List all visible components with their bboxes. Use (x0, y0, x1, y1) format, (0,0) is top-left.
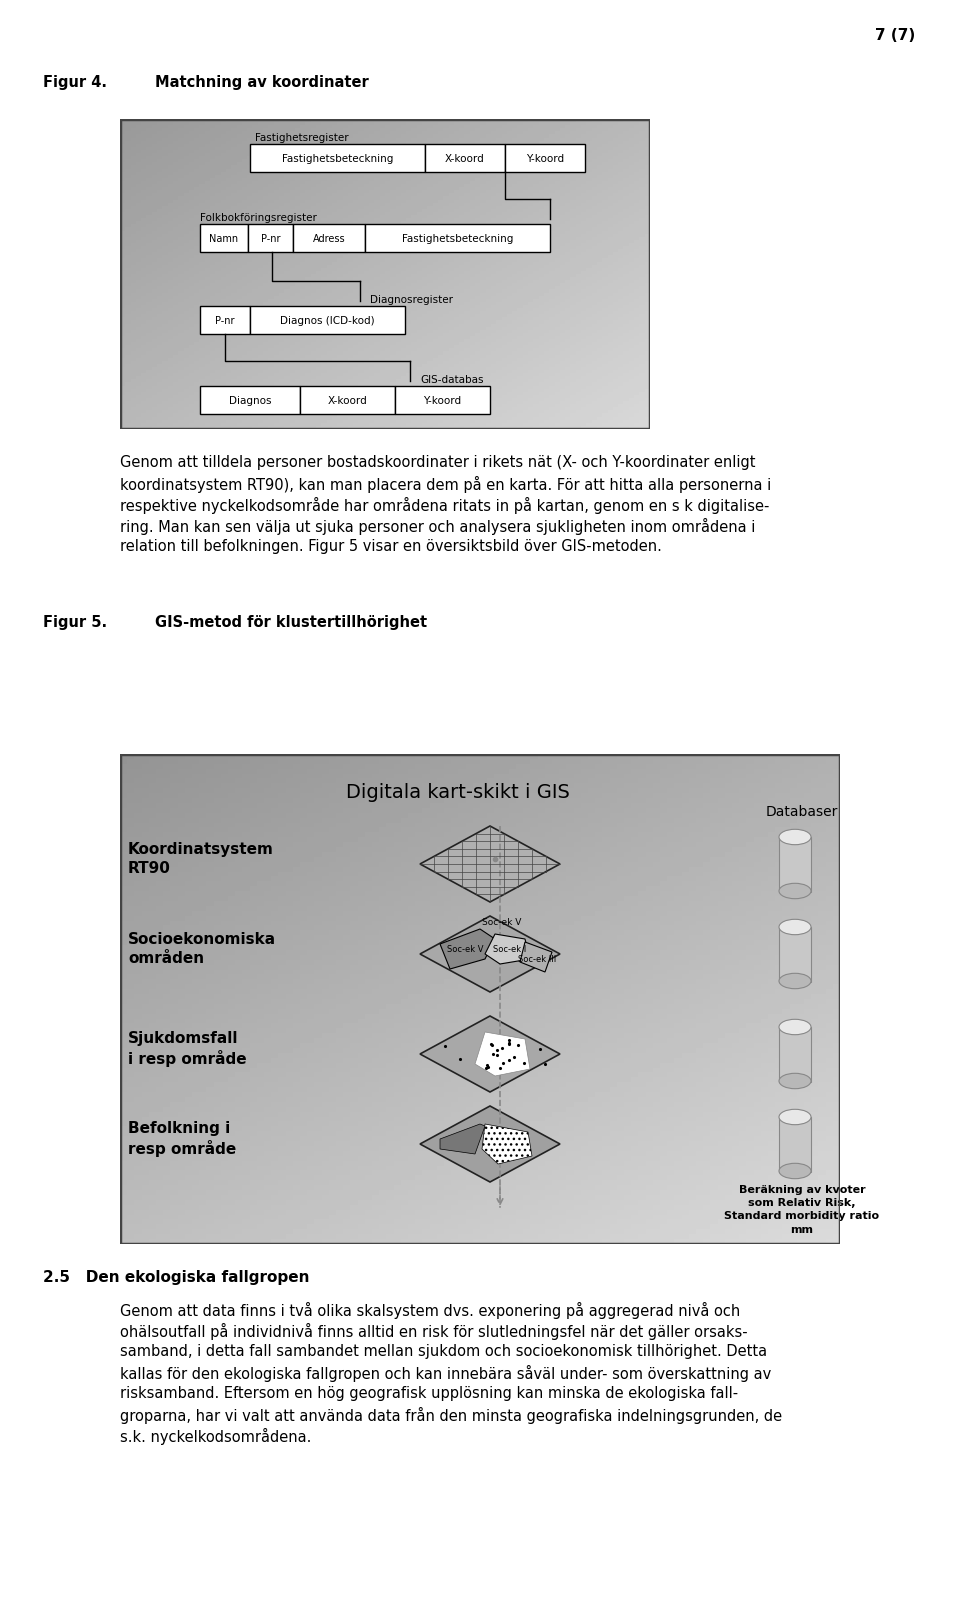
Polygon shape (420, 1106, 560, 1183)
Text: ring. Man kan sen välja ut sjuka personer och analysera sjukligheten inom område: ring. Man kan sen välja ut sjuka persone… (120, 517, 756, 535)
Polygon shape (520, 942, 552, 972)
Text: Genom att data finns i två olika skalsystem dvs. exponering på aggregerad nivå o: Genom att data finns i två olika skalsys… (120, 1302, 740, 1318)
Bar (293, 225, 365, 252)
Text: Sjukdomsfall
i resp område: Sjukdomsfall i resp område (128, 1030, 247, 1067)
Text: Namn: Namn (209, 235, 239, 244)
Text: Databaser: Databaser (766, 805, 838, 818)
Bar (779, 927, 811, 982)
Text: GIS-databas: GIS-databas (420, 374, 484, 384)
Text: risksamband. Eftersom en hög geografisk upplösning kan minska de ekologiska fall: risksamband. Eftersom en hög geografisk … (120, 1385, 738, 1400)
Polygon shape (420, 916, 560, 993)
Text: kallas för den ekologiska fallgropen och kan innebära såväl under- som överskatt: kallas för den ekologiska fallgropen och… (120, 1364, 771, 1380)
Bar (365, 225, 550, 252)
Text: 2.5   Den ekologiska fallgropen: 2.5 Den ekologiska fallgropen (43, 1270, 309, 1284)
Polygon shape (440, 1125, 485, 1154)
Ellipse shape (779, 919, 811, 935)
Bar (425, 145, 505, 174)
Polygon shape (420, 1016, 560, 1093)
Bar (395, 387, 490, 415)
Text: Beräkning av kvoter
som Relativ Risk,
Standard morbidity ratio
mm: Beräkning av kvoter som Relativ Risk, St… (725, 1184, 879, 1234)
Text: Diagnos: Diagnos (228, 395, 272, 405)
Polygon shape (485, 934, 530, 964)
Text: P-nr: P-nr (215, 317, 235, 326)
Ellipse shape (779, 829, 811, 845)
Text: X-koord: X-koord (327, 395, 368, 405)
Text: Digitala kart-skikt i GIS: Digitala kart-skikt i GIS (347, 783, 570, 802)
Text: Soc-ek I: Soc-ek I (493, 945, 527, 955)
Bar (779, 837, 811, 892)
Text: Figur 4.: Figur 4. (43, 76, 107, 90)
Text: Soc-ek V: Soc-ek V (482, 918, 521, 927)
Bar (779, 1027, 811, 1083)
Text: s.k. nyckelkodsområdena.: s.k. nyckelkodsområdena. (120, 1427, 311, 1445)
Text: Socioekonomiska
områden: Socioekonomiska områden (128, 932, 276, 966)
Ellipse shape (779, 1073, 811, 1090)
Bar (200, 387, 300, 415)
Bar (200, 225, 248, 252)
Text: Fastighetsbeteckning: Fastighetsbeteckning (282, 154, 394, 164)
Text: Genom att tilldela personer bostadskoordinater i rikets nät (X- och Y-koordinate: Genom att tilldela personer bostadskoord… (120, 455, 756, 469)
Text: Diagnosregister: Diagnosregister (370, 294, 453, 305)
Text: Fastighetsregister: Fastighetsregister (255, 133, 348, 143)
Text: ohälsoutfall på individnivå finns alltid en risk för slutledningsfel när det gäl: ohälsoutfall på individnivå finns alltid… (120, 1323, 748, 1339)
Bar (250, 307, 405, 334)
Text: Soc-ek V: Soc-ek V (446, 945, 483, 955)
Bar (200, 307, 250, 334)
Ellipse shape (779, 884, 811, 900)
Bar (779, 1117, 811, 1172)
Ellipse shape (779, 1109, 811, 1125)
Polygon shape (420, 826, 560, 903)
Ellipse shape (779, 1020, 811, 1035)
Text: Folkbokföringsregister: Folkbokföringsregister (200, 212, 317, 223)
Text: Fastighetsbeteckning: Fastighetsbeteckning (402, 235, 514, 244)
Bar (250, 145, 425, 174)
Text: relation till befolkningen. Figur 5 visar en översiktsbild över GIS-metoden.: relation till befolkningen. Figur 5 visa… (120, 538, 661, 554)
Ellipse shape (779, 974, 811, 988)
Text: Adress: Adress (313, 235, 346, 244)
Polygon shape (475, 1032, 530, 1077)
Text: respektive nyckelkodsområde har områdena ritats in på kartan, genom en s k digit: respektive nyckelkodsområde har områdena… (120, 497, 769, 514)
Text: Soc-ek III: Soc-ek III (517, 955, 556, 964)
Text: koordinatsystem RT90), kan man placera dem på en karta. För att hitta alla perso: koordinatsystem RT90), kan man placera d… (120, 476, 771, 493)
Text: samband, i detta fall sambandet mellan sjukdom och socioekonomisk tillhörighet. : samband, i detta fall sambandet mellan s… (120, 1343, 767, 1358)
Text: Koordinatsystem
RT90: Koordinatsystem RT90 (128, 842, 274, 876)
Text: Y-koord: Y-koord (423, 395, 462, 405)
Text: Figur 5.: Figur 5. (43, 614, 108, 630)
Polygon shape (482, 1125, 532, 1165)
Bar (505, 145, 585, 174)
Text: Befolkning i
resp område: Befolkning i resp område (128, 1120, 236, 1157)
Text: Diagnos (ICD-kod): Diagnos (ICD-kod) (280, 317, 374, 326)
Text: P-nr: P-nr (261, 235, 280, 244)
Text: 7 (7): 7 (7) (875, 27, 915, 43)
Ellipse shape (779, 1163, 811, 1180)
Text: Matchning av koordinater: Matchning av koordinater (155, 76, 369, 90)
Text: GIS-metod för klustertillhörighet: GIS-metod för klustertillhörighet (155, 614, 427, 630)
Bar (248, 225, 293, 252)
Text: X-koord: X-koord (445, 154, 485, 164)
Polygon shape (440, 929, 495, 969)
Bar (300, 387, 395, 415)
Text: groparna, har vi valt att använda data från den minsta geografiska indelningsgru: groparna, har vi valt att använda data f… (120, 1406, 782, 1424)
Text: Y-koord: Y-koord (526, 154, 564, 164)
